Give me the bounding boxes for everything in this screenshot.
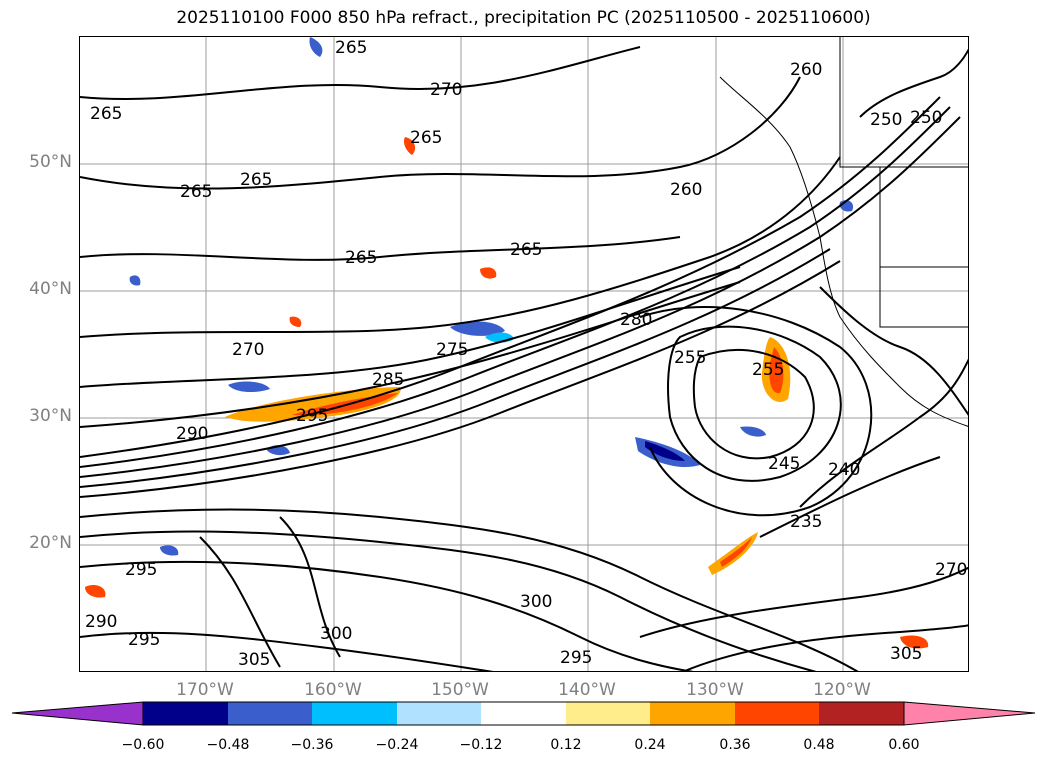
colorbar-segment	[481, 702, 566, 725]
contour-label: 295	[128, 630, 160, 650]
contour-label: 300	[320, 624, 352, 644]
contour-label: 290	[85, 612, 117, 632]
contour-label: 265	[510, 240, 542, 260]
colorbar-tick: −0.24	[375, 737, 419, 753]
contour-label: 305	[890, 644, 922, 664]
lat-label-40n: 40°N	[29, 279, 72, 299]
colorbar-segment	[397, 702, 481, 725]
chart-title: 2025110100 F000 850 hPa refract., precip…	[176, 8, 871, 28]
lon-label-120w: 120°W	[813, 680, 871, 700]
contour-label: 270	[430, 80, 462, 100]
contour-label: 255	[752, 360, 784, 380]
contour-label: 255	[674, 348, 706, 368]
contour-label: 260	[670, 180, 702, 200]
contour-label: 245	[768, 454, 800, 474]
colorbar-tick: −0.60	[121, 737, 165, 753]
contour-label: 250	[870, 110, 902, 130]
contour-label: 275	[436, 340, 468, 360]
colorbar-segment	[650, 702, 735, 725]
lon-label-160w: 160°W	[304, 680, 362, 700]
colorbar-tick: 0.12	[550, 737, 582, 753]
contour-label: 265	[345, 248, 377, 268]
colorbar-tick: 0.60	[888, 737, 920, 753]
precip-shading	[85, 37, 929, 649]
lon-label-150w: 150°W	[431, 680, 489, 700]
contour-label: 295	[125, 560, 157, 580]
colorbar-tick: −0.48	[206, 737, 250, 753]
contour-label: 240	[828, 460, 860, 480]
contour-label: 280	[620, 310, 652, 330]
colorbar-segment	[566, 702, 650, 725]
contour-label: 265	[335, 38, 367, 58]
colorbar-extend-low	[11, 701, 144, 726]
colorbar-tick: 0.48	[803, 737, 835, 753]
contour-label: 300	[520, 592, 552, 612]
contour-label: 270	[232, 340, 264, 360]
colorbar-extend-high	[903, 701, 1036, 726]
map-panel: 265 270 265 265 265 265 260 250 250 265 …	[79, 36, 969, 672]
contour-label: 295	[560, 648, 592, 668]
colorbar-segment	[819, 702, 904, 725]
contour-label: 305	[238, 650, 270, 670]
lat-label-20n: 20°N	[29, 533, 72, 553]
contour-label: 265	[410, 128, 442, 148]
contour-label: 265	[180, 182, 212, 202]
colorbar-segment	[735, 702, 819, 725]
contour-label: 250	[910, 108, 942, 128]
contour-label: 265	[90, 104, 122, 124]
contour-label: 260	[790, 60, 822, 80]
lat-label-30n: 30°N	[29, 406, 72, 426]
contour-label: 285	[372, 370, 404, 390]
contour-label: 235	[790, 512, 822, 532]
contour-label: 290	[176, 424, 208, 444]
colorbar-segment	[143, 702, 228, 725]
colorbar	[11, 701, 1036, 726]
colorbar-tick: −0.12	[459, 737, 503, 753]
coastline	[719, 37, 968, 427]
lon-label-140w: 140°W	[558, 680, 616, 700]
colorbar-tick: −0.36	[290, 737, 334, 753]
contour-label: 270	[935, 560, 967, 580]
contour-labels: 265 270 265 265 265 265 260 250 250 265 …	[85, 38, 967, 670]
refractivity-contours	[80, 46, 968, 671]
lon-label-170w: 170°W	[176, 680, 234, 700]
contour-label: 265	[240, 170, 272, 190]
map-canvas: 265 270 265 265 265 265 260 250 250 265 …	[80, 37, 968, 671]
contour-label: 295	[296, 406, 328, 426]
lon-label-130w: 130°W	[686, 680, 744, 700]
colorbar-tick: 0.24	[634, 737, 666, 753]
colorbar-segment	[312, 702, 397, 725]
colorbar-tick: 0.36	[719, 737, 751, 753]
colorbar-segment	[228, 702, 312, 725]
lat-label-50n: 50°N	[29, 152, 72, 172]
gridlines	[80, 37, 968, 671]
